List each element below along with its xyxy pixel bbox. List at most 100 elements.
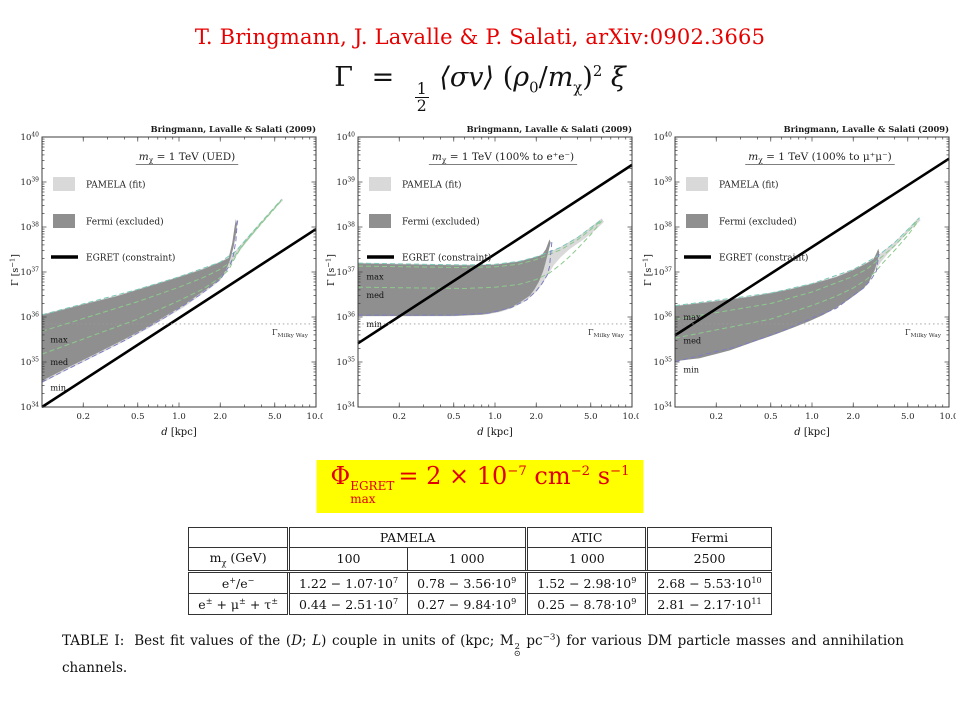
chart-electron-channel-svg: ΓMilky Way max med min 1034 1035 1036 1037 1038 1… bbox=[325, 124, 640, 438]
formula-equals: = bbox=[371, 62, 395, 93]
plot-title: mχ = 1 TeV (UED) bbox=[139, 151, 235, 165]
model-label-min: min bbox=[366, 319, 382, 329]
x-tick-label: 2.0 bbox=[846, 412, 860, 422]
x-tick-label: 0.5 bbox=[447, 412, 461, 422]
y-axis-title: Γ [s−1] bbox=[9, 254, 22, 286]
y-tick-label: 1040 bbox=[21, 132, 40, 144]
y-tick-label: 1036 bbox=[337, 312, 356, 324]
y-tick-label: 1038 bbox=[337, 222, 356, 234]
y-axis-title: Γ [s−1] bbox=[325, 254, 338, 286]
y-tick-label: 1037 bbox=[21, 267, 40, 279]
plot-title: mχ = 1 TeV (100% to e⁺e⁻) bbox=[432, 151, 574, 165]
legend-label-1: Fermi (excluded) bbox=[86, 217, 164, 228]
model-label-med: med bbox=[683, 336, 701, 346]
table-range-value: 0.78 − 3.56·109 bbox=[407, 570, 528, 594]
formula-mass: m bbox=[547, 62, 574, 93]
y-tick-label: 1036 bbox=[654, 312, 673, 324]
formula-paren-open: ( bbox=[502, 62, 514, 93]
table-range-value: 2.81 − 2.17·1011 bbox=[645, 592, 772, 615]
y-tick-label: 1035 bbox=[337, 357, 356, 369]
model-label-max: max bbox=[50, 334, 68, 344]
table-mass-label: mχ (GeV) bbox=[188, 547, 289, 573]
milky-way-label: ΓMilky Way bbox=[588, 328, 625, 339]
x-tick-label: 0.2 bbox=[76, 412, 90, 422]
x-tick-label: 2.0 bbox=[213, 412, 227, 422]
formula-sigma-v: ⟨σv⟩ bbox=[439, 62, 495, 93]
y-tick-label: 1034 bbox=[654, 402, 673, 414]
y-tick-label: 1038 bbox=[654, 222, 673, 234]
egret-flux-highlight: Φ EGRET max = 2 × 10−7 cm−2 s−1 bbox=[316, 460, 644, 513]
highlight-phi-scripts: EGRET max bbox=[350, 479, 395, 507]
table-range-value: 0.25 − 8.78·109 bbox=[525, 592, 648, 615]
x-tick-label: 0.2 bbox=[392, 412, 406, 422]
plot-frame bbox=[41, 136, 317, 408]
propagation-model-dashed-line-0 bbox=[357, 218, 603, 266]
legend-label-2: EGRET (constraint) bbox=[86, 253, 175, 264]
x-tick-label: 0.5 bbox=[131, 412, 145, 422]
propagation-model-dashed-line-3 bbox=[674, 254, 880, 363]
propagation-model-dashed-line-3 bbox=[41, 220, 239, 383]
legend: PAMELA (fit) Fermi (excluded) EGRET (const… bbox=[684, 177, 808, 264]
watermark: Bringmann, Lavalle & Salati (2009) bbox=[467, 124, 632, 135]
table-mass-value: 1 000 bbox=[407, 547, 528, 573]
y-tick-label: 1039 bbox=[337, 177, 356, 189]
axis-ticks bbox=[42, 136, 317, 408]
axis-ticks bbox=[675, 136, 950, 408]
table-range-value: 2.68 − 5.53·1010 bbox=[645, 570, 772, 594]
propagation-model-dashed-line-3 bbox=[358, 241, 553, 316]
x-tick-label: 1.0 bbox=[488, 412, 502, 422]
propagation-model-dashed-line-2 bbox=[357, 220, 602, 290]
legend-swatch-1 bbox=[686, 214, 708, 228]
legend-swatch-0 bbox=[369, 177, 391, 191]
legend: PAMELA (fit) Fermi (excluded) EGRET (const… bbox=[367, 177, 491, 264]
legend-label-2: EGRET (constraint) bbox=[719, 253, 808, 264]
legend-label-2: EGRET (constraint) bbox=[402, 253, 491, 264]
results-table-wrap: PAMELA ATIC Fermi mχ (GeV) 100 1 000 1 000 2500… bbox=[0, 527, 960, 615]
watermark: Bringmann, Lavalle & Salati (2009) bbox=[784, 124, 949, 135]
table-channel-label: e+/e− bbox=[188, 570, 289, 594]
legend-swatch-0 bbox=[53, 177, 75, 191]
x-tick-label: 10.0 bbox=[623, 412, 639, 422]
y-tick-label: 1037 bbox=[337, 267, 356, 279]
y-tick-label: 1039 bbox=[21, 177, 40, 189]
watermark: Bringmann, Lavalle & Salati (2009) bbox=[151, 124, 316, 135]
y-tick-label: 1036 bbox=[21, 312, 40, 324]
y-tick-label: 1039 bbox=[654, 177, 673, 189]
x-tick-label: 0.5 bbox=[764, 412, 778, 422]
milky-way-label: ΓMilky Way bbox=[905, 328, 942, 339]
x-tick-label: 0.2 bbox=[709, 412, 723, 422]
egret-constraint-line bbox=[357, 163, 633, 345]
legend-label-0: PAMELA (fit) bbox=[402, 180, 462, 191]
fermi-excluded-band bbox=[358, 239, 551, 316]
legend-swatch-1 bbox=[53, 214, 75, 228]
chart-ued-plot: ΓMilky Way max med min 1034 1035 1036 1037 1038 1… bbox=[8, 121, 324, 443]
slide-title-text: T. Bringmann, J. Lavalle & P. Salati, ar… bbox=[194, 25, 766, 49]
model-label-med: med bbox=[50, 357, 68, 367]
model-label-min: min bbox=[50, 383, 66, 393]
results-table: PAMELA ATIC Fermi mχ (GeV) 100 1 000 1 000 2500… bbox=[188, 527, 772, 615]
x-axis-title: d [kpc] bbox=[794, 427, 830, 438]
plot-title: mχ = 1 TeV (100% to μ⁺μ⁻) bbox=[748, 151, 892, 165]
plot-frame bbox=[674, 136, 950, 408]
model-label-min: min bbox=[683, 365, 699, 375]
table-range-value: 0.44 − 2.51·107 bbox=[286, 592, 409, 615]
chart-ued-svg: ΓMilky Way max med min 1034 1035 1036 1037 1038 1… bbox=[9, 124, 324, 438]
x-axis-title: d [kpc] bbox=[477, 427, 513, 438]
egret-constraint-line bbox=[41, 227, 317, 409]
fermi-excluded-band bbox=[675, 248, 880, 361]
y-tick-label: 1040 bbox=[654, 132, 673, 144]
x-axis-title: d [kpc] bbox=[161, 427, 197, 438]
x-tick-label: 5.0 bbox=[901, 412, 915, 422]
x-tick-label: 5.0 bbox=[268, 412, 282, 422]
highlight-unit-s: s bbox=[597, 462, 611, 490]
table-mass-value: 100 bbox=[286, 547, 409, 573]
solar-mass-scripts: 2 ⊙ bbox=[513, 640, 521, 659]
x-tick-label: 1.0 bbox=[172, 412, 186, 422]
table-range-value: 0.27 − 9.84·109 bbox=[407, 592, 528, 615]
formula-paren-close: ) bbox=[582, 62, 593, 93]
x-tick-label: 5.0 bbox=[584, 412, 598, 422]
x-tick-label: 2.0 bbox=[529, 412, 543, 422]
chart-electron-channel-plot: ΓMilky Way max med min 1034 1035 1036 1037 1038 1… bbox=[324, 121, 640, 443]
